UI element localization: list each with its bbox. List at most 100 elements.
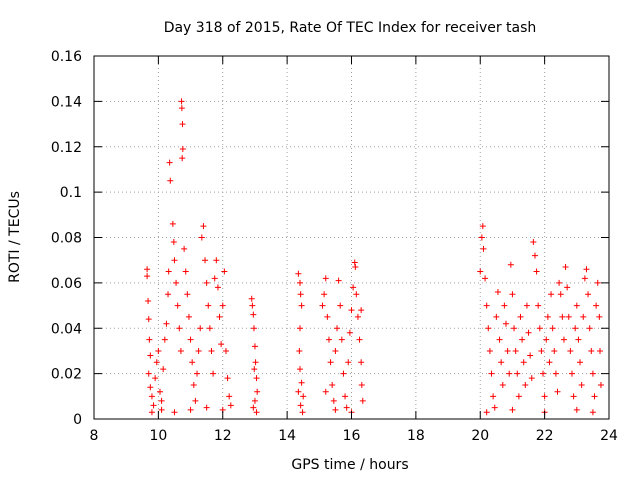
data-point [251,343,258,350]
data-point [578,381,585,388]
data-point [250,404,257,411]
data-point [176,325,183,332]
data-point [169,220,176,227]
data-point [335,277,342,284]
data-point [557,291,564,298]
data-point [197,325,204,332]
data-point [596,347,603,354]
data-point [219,302,226,309]
data-point [179,155,186,162]
data-point [338,336,345,343]
data-point [337,302,344,309]
data-point [503,320,509,327]
data-point [477,268,484,275]
data-point [573,302,580,309]
data-point [554,388,561,395]
x-tick-label: 16 [343,428,361,444]
data-point [556,279,563,286]
data-point [224,375,231,382]
data-point [358,307,365,314]
data-point [567,347,574,354]
data-point [182,268,189,275]
data-point [589,409,596,416]
data-point [517,313,524,320]
data-point [498,359,505,366]
data-point [348,307,355,314]
data-point [144,266,151,273]
data-point [559,313,566,320]
data-point [189,359,196,366]
data-point [178,98,185,105]
data-point [147,352,154,359]
data-point [198,234,205,241]
data-point [297,279,303,286]
data-point [254,388,261,395]
data-point [515,393,522,400]
data-point [353,291,360,298]
data-point [206,325,213,332]
data-point [551,347,558,354]
data-point [343,404,350,411]
data-point [297,402,304,409]
data-point [227,402,234,409]
data-point [327,359,334,366]
data-point [564,284,571,291]
data-point [346,329,353,336]
data-point [352,263,359,270]
data-point [538,347,545,354]
data-point [251,397,258,404]
data-point [358,381,365,388]
data-point [322,388,329,395]
data-point [483,302,490,309]
y-tick-label: 0.1 [60,185,82,201]
data-point [522,381,529,388]
y-tick-label: 0.14 [51,94,82,110]
data-point [213,257,220,264]
data-point [594,279,601,286]
data-point [351,259,358,266]
data-point [181,245,188,252]
data-points [144,98,604,416]
x-tick-label: 12 [214,428,232,444]
data-point [174,302,181,309]
data-point [543,336,550,343]
data-point [530,239,537,246]
data-point [214,284,221,291]
data-point [322,275,329,282]
data-point [296,347,303,354]
data-point [548,291,555,298]
data-point [546,359,553,366]
data-point [148,409,155,416]
data-point [297,291,304,298]
data-point [145,298,152,305]
data-point [535,302,542,309]
data-point [167,177,174,184]
data-point [146,336,153,343]
data-point [161,336,168,343]
x-tick-label: 18 [407,428,425,444]
data-point [298,302,305,309]
data-point [350,284,357,291]
data-point [205,302,212,309]
data-point [319,302,326,309]
data-point [491,404,498,411]
data-point [560,336,567,343]
data-point [208,347,215,354]
data-point [519,336,526,343]
data-point [177,347,184,354]
data-point [171,409,178,416]
data-point [493,313,500,320]
grid-lines [94,56,609,419]
data-point [156,388,163,395]
data-point [541,393,548,400]
data-point [572,325,579,332]
data-point [486,347,493,354]
data-point [165,268,172,275]
data-point [251,366,258,373]
y-axis-label: ROTI / TECUs [7,191,23,283]
data-point [588,347,595,354]
data-point [591,393,598,400]
data-point [252,359,259,366]
x-tick-label: 14 [278,428,296,444]
